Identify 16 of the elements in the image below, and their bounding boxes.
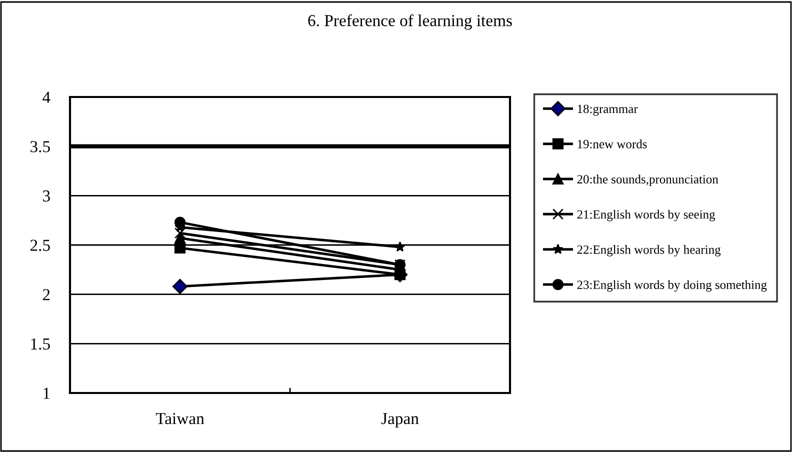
y-tick-label: 2.5: [30, 240, 50, 252]
y-tick-label: 3.5: [30, 141, 50, 152]
x-tick-label: Taiwan: [156, 412, 204, 424]
legend-label: 23:English words by doing something: [577, 280, 767, 292]
legend-label: 21:English words by seeing: [577, 210, 716, 222]
chart-title: 6. Preference of learning items: [308, 14, 512, 30]
y-tick-label: 3: [43, 190, 50, 202]
legend-label: 22:English words by hearing: [577, 245, 721, 256]
y-tick-label: 4: [42, 92, 50, 103]
legend-label: 20:the sounds,pronunciation: [577, 174, 718, 186]
y-tick-label: 1.5: [31, 338, 50, 350]
x-tick-label: Japan: [381, 413, 419, 428]
y-tick-label: 1: [44, 388, 50, 399]
legend-label: 18:grammar: [578, 104, 638, 116]
y-tick-label: 2: [42, 289, 50, 300]
legend-label: 19:new words: [578, 140, 647, 148]
